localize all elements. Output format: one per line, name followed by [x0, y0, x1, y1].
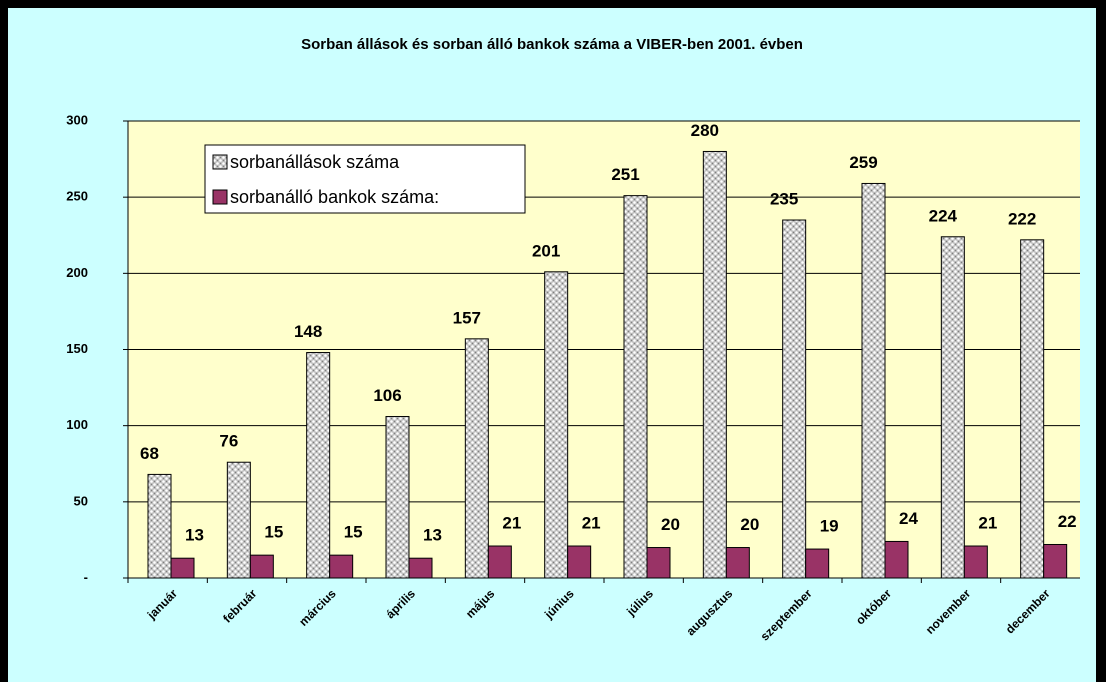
data-label: 148 — [294, 322, 322, 341]
data-label: 20 — [740, 515, 759, 534]
legend-label: sorbanállások száma — [230, 152, 400, 172]
bar — [544, 271, 569, 579]
data-label: 24 — [899, 509, 918, 528]
data-label: 21 — [502, 513, 521, 532]
data-label: 106 — [373, 386, 401, 405]
y-tick-label: 300 — [66, 112, 88, 127]
legend-swatch — [212, 154, 228, 170]
bar — [702, 150, 727, 579]
chart-title: Sorban állások és sorban álló bankok szá… — [301, 36, 803, 53]
bar — [782, 219, 807, 579]
legend-box — [204, 144, 526, 214]
bar — [940, 236, 965, 579]
data-label: 68 — [140, 444, 159, 463]
data-label: 15 — [344, 523, 363, 542]
data-label: 15 — [264, 523, 283, 542]
data-label: 157 — [453, 308, 481, 327]
bar — [329, 554, 354, 579]
bar — [249, 554, 274, 579]
bar — [861, 182, 886, 579]
data-label: 280 — [691, 121, 719, 140]
data-label: 21 — [978, 513, 997, 532]
data-label: 251 — [611, 165, 639, 184]
data-label: 76 — [219, 432, 238, 451]
data-label: 13 — [185, 526, 204, 545]
y-tick-label: - — [84, 569, 88, 584]
bar — [567, 545, 592, 579]
bar — [408, 557, 433, 579]
data-label: 21 — [582, 513, 601, 532]
data-label: 13 — [423, 526, 442, 545]
bar — [1043, 543, 1068, 579]
bar — [725, 547, 750, 579]
data-label: 224 — [929, 206, 958, 225]
bar — [805, 548, 830, 579]
bar — [385, 416, 410, 579]
bar — [623, 195, 648, 579]
y-tick-label: 150 — [66, 341, 88, 356]
bar — [226, 461, 251, 579]
data-label: 222 — [1008, 209, 1036, 228]
y-tick-label: 50 — [74, 493, 88, 508]
y-tick-label: 200 — [66, 265, 88, 280]
bar — [646, 547, 671, 579]
legend-label: sorbanálló bankok száma: — [230, 187, 439, 207]
bar — [147, 473, 172, 579]
bar — [963, 545, 988, 579]
bar — [884, 540, 909, 579]
bar — [170, 557, 195, 579]
bar — [487, 545, 512, 579]
data-label: 235 — [770, 190, 798, 209]
y-tick-label: 100 — [66, 417, 88, 432]
data-label: 19 — [820, 517, 839, 536]
bar — [464, 338, 489, 579]
data-label: 259 — [849, 153, 877, 172]
data-label: 20 — [661, 515, 680, 534]
data-label: 201 — [532, 241, 560, 260]
bar — [306, 352, 331, 579]
bar — [1020, 239, 1045, 579]
data-label: 22 — [1058, 512, 1077, 531]
legend: sorbanállások száma sorbanálló bankok szá… — [204, 144, 526, 214]
legend-swatch — [212, 189, 228, 205]
y-tick-label: 250 — [66, 189, 88, 204]
